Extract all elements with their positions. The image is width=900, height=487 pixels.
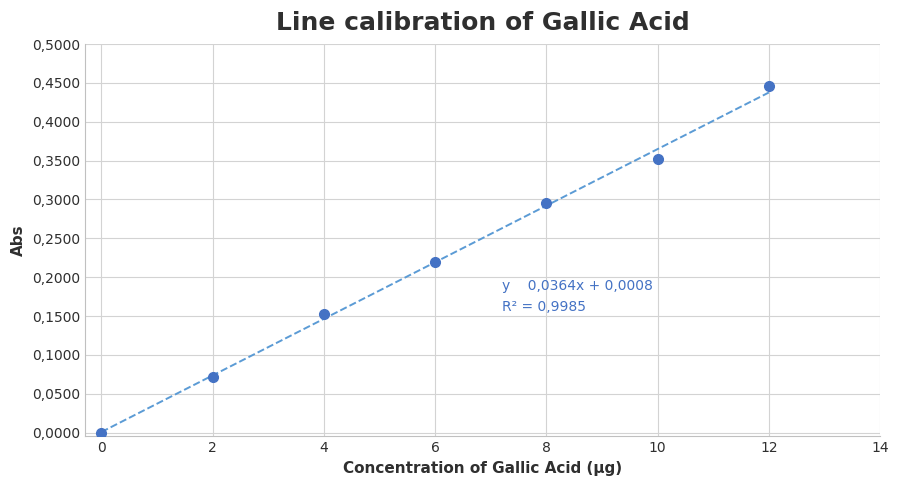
Point — [94, 429, 109, 436]
Y-axis label: Abs: Abs — [11, 225, 26, 256]
Title: Line calibration of Gallic Acid: Line calibration of Gallic Acid — [275, 11, 689, 35]
Point — [317, 311, 331, 318]
Point — [651, 155, 665, 163]
X-axis label: Concentration of Gallic Acid (μg): Concentration of Gallic Acid (μg) — [343, 461, 622, 476]
Point — [761, 82, 776, 90]
Point — [539, 199, 554, 206]
Text: y    0,0364x + 0,0008
R² = 0,9985: y 0,0364x + 0,0008 R² = 0,9985 — [502, 279, 652, 314]
Point — [428, 258, 443, 265]
Point — [205, 373, 220, 380]
